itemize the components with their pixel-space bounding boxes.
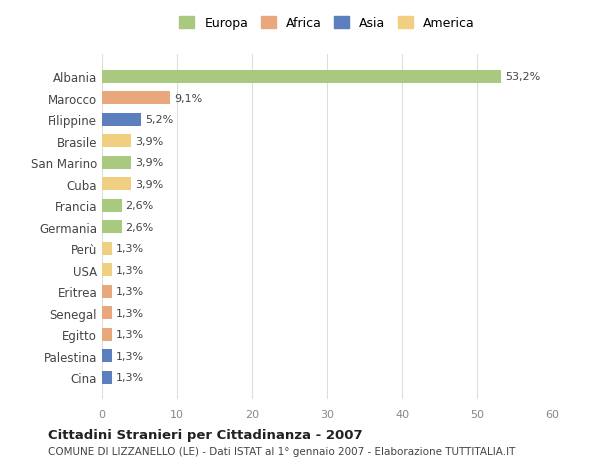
- Bar: [102, 328, 112, 341]
- Bar: [102, 307, 112, 319]
- Text: 1,3%: 1,3%: [116, 244, 143, 254]
- Bar: [102, 242, 112, 255]
- Bar: [102, 221, 122, 234]
- Text: 1,3%: 1,3%: [116, 265, 143, 275]
- Text: 1,3%: 1,3%: [116, 330, 143, 339]
- Text: 9,1%: 9,1%: [174, 94, 202, 104]
- Bar: [102, 178, 131, 191]
- Text: 53,2%: 53,2%: [505, 72, 540, 82]
- Text: 1,3%: 1,3%: [116, 308, 143, 318]
- Text: COMUNE DI LIZZANELLO (LE) - Dati ISTAT al 1° gennaio 2007 - Elaborazione TUTTITA: COMUNE DI LIZZANELLO (LE) - Dati ISTAT a…: [48, 447, 515, 456]
- Text: 2,6%: 2,6%: [125, 201, 154, 211]
- Legend: Europa, Africa, Asia, America: Europa, Africa, Asia, America: [179, 17, 475, 30]
- Bar: [102, 157, 131, 169]
- Bar: [102, 371, 112, 384]
- Bar: [102, 113, 141, 127]
- Bar: [102, 71, 501, 84]
- Bar: [102, 349, 112, 362]
- Text: 1,3%: 1,3%: [116, 351, 143, 361]
- Text: 5,2%: 5,2%: [145, 115, 173, 125]
- Bar: [102, 285, 112, 298]
- Text: 3,9%: 3,9%: [135, 136, 163, 146]
- Text: 3,9%: 3,9%: [135, 179, 163, 189]
- Text: 1,3%: 1,3%: [116, 372, 143, 382]
- Text: 2,6%: 2,6%: [125, 222, 154, 232]
- Bar: [102, 263, 112, 276]
- Text: 1,3%: 1,3%: [116, 286, 143, 297]
- Text: 3,9%: 3,9%: [135, 158, 163, 168]
- Bar: [102, 135, 131, 148]
- Bar: [102, 92, 170, 105]
- Bar: [102, 199, 122, 212]
- Text: Cittadini Stranieri per Cittadinanza - 2007: Cittadini Stranieri per Cittadinanza - 2…: [48, 428, 362, 442]
